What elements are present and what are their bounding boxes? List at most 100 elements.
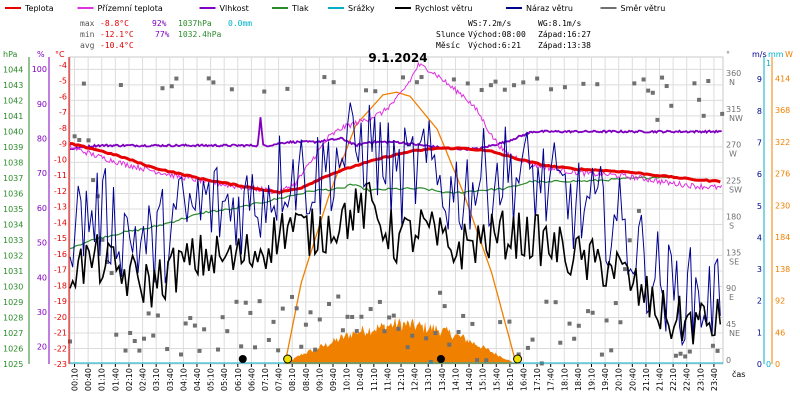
wind-direction-point — [229, 87, 234, 92]
wind-direction-point — [507, 319, 512, 324]
wind-direction-point — [410, 333, 415, 338]
wind-direction-point — [350, 314, 355, 319]
legend-item-gust: Náraz větru — [506, 4, 573, 13]
wind-direction-point — [623, 267, 628, 272]
time-tick-label: 18:40 — [574, 368, 583, 391]
time-tick-label: 09:10 — [315, 368, 324, 391]
humidity-tick-label: 70 — [37, 169, 47, 178]
time-tick-label: 21:40 — [656, 368, 665, 391]
wind-direction-point — [701, 113, 706, 118]
windspeed-tick-label: 8 — [757, 107, 762, 116]
time-tick-label: 03:10 — [152, 368, 161, 391]
radiation-tick-label: 46 — [775, 328, 785, 337]
time-tick-label: 19:40 — [601, 368, 610, 391]
radiation-tick-label: 276 — [775, 170, 790, 179]
time-tick-label: 14:10 — [451, 368, 460, 391]
windspeed-tick-label: 5 — [757, 202, 762, 211]
wind-direction-point — [493, 79, 498, 84]
wind-direction-point — [683, 354, 688, 359]
wind-direction-point — [475, 358, 480, 363]
stats-max-press: 1037hPa — [178, 19, 212, 28]
wind-direction-point — [359, 314, 364, 319]
wind-direction-point — [387, 315, 392, 320]
temperature-tick-label: -4 — [59, 61, 67, 70]
wind-direction-point — [216, 347, 221, 352]
pressure-tick-label: 1033 — [3, 236, 23, 245]
windspeed-tick-label: 7 — [757, 138, 762, 147]
pressure-tick-label: 1031 — [3, 267, 23, 276]
direction-tick-label: 180 — [726, 212, 741, 221]
time-tick-label: 23:10 — [696, 368, 705, 391]
wind-direction-point — [165, 347, 170, 352]
time-tick-label: 12:10 — [397, 368, 406, 391]
wind-direction-point — [183, 321, 188, 326]
time-tick-label: 05:10 — [207, 368, 216, 391]
wind-direction-point — [586, 309, 591, 314]
wind-direction-point — [377, 299, 382, 304]
wind-direction-point — [433, 331, 438, 336]
radiation-tick-label: 184 — [775, 233, 790, 242]
wind-direction-point — [558, 340, 563, 345]
pressure-tick-label: 1041 — [3, 112, 23, 121]
wind-direction-point — [581, 81, 586, 86]
temperature-tick-label: -19 — [54, 297, 67, 306]
wind-direction-point — [419, 75, 424, 80]
humidity-tick-label: 20 — [37, 343, 47, 352]
wind-direction-point — [535, 76, 540, 81]
wind-direction-point — [438, 290, 443, 295]
wind-direction-point — [322, 75, 327, 80]
windspeed-tick-label: 4 — [757, 233, 762, 242]
precip-tick-label: 0 — [766, 360, 771, 369]
temperature-tick-label: -9 — [59, 140, 67, 149]
wind-direction-point — [470, 321, 475, 326]
temperature-tick-label: -14 — [54, 218, 67, 227]
wind-direction-point — [276, 348, 281, 353]
wind-direction-point — [257, 299, 262, 304]
time-tick-label: 17:40 — [547, 368, 556, 391]
wind-direction-point — [609, 348, 614, 353]
wind-direction-point — [317, 317, 322, 322]
stats-moon-rise: Východ:6:21 — [468, 41, 521, 50]
stats-min-label: min — [80, 30, 95, 39]
time-tick-label: 03:40 — [166, 368, 175, 391]
windspeed-tick-label: 0 — [757, 360, 762, 369]
stats-min-temp: -12.1°C — [100, 30, 134, 39]
temperature-tick-label: -21 — [54, 329, 67, 338]
pressure-tick-label: 1025 — [3, 360, 23, 369]
wind-direction-point — [646, 88, 651, 93]
wind-direction-point — [239, 344, 244, 349]
radiation-tick-label: 414 — [775, 74, 790, 83]
time-tick-label: 09:40 — [329, 368, 338, 391]
wind-direction-point — [530, 337, 535, 342]
compass-tick-label: E — [729, 293, 734, 302]
stats-ws: WS:7.2m/s — [468, 19, 512, 28]
time-tick-label: 02:10 — [125, 368, 134, 391]
wind-direction-point — [706, 79, 711, 84]
wind-direction-point — [465, 81, 470, 86]
unit-deg: ° — [726, 50, 730, 59]
sunshine-area — [284, 317, 517, 364]
wind-direction-point — [253, 345, 258, 350]
time-tick-label: 14:40 — [465, 368, 474, 391]
temperature-tick-label: -16 — [54, 250, 67, 259]
wind-direction-point — [308, 310, 313, 315]
legend-item-temp: Teplota — [5, 4, 54, 13]
direction-tick-label: 45 — [726, 320, 736, 329]
wind-direction-point — [248, 310, 253, 315]
temperature-tick-label: -11 — [54, 171, 67, 180]
wind-direction-point — [442, 304, 447, 309]
wind-direction-point — [673, 353, 678, 358]
unit-wm2: W — [785, 50, 793, 59]
temperature-tick-label: -20 — [54, 313, 67, 322]
wind-direction-point — [197, 348, 202, 353]
wind-direction-point — [488, 83, 493, 88]
wind-direction-point — [225, 329, 230, 334]
wind-direction-point — [77, 137, 82, 142]
radiation-tick-label: 322 — [775, 138, 790, 147]
time-tick-label: 13:40 — [438, 368, 447, 391]
wind-direction-point — [262, 89, 267, 94]
wind-direction-point — [502, 87, 507, 92]
wind-direction-point — [146, 311, 151, 316]
pressure-tick-label: 1034 — [3, 220, 23, 229]
